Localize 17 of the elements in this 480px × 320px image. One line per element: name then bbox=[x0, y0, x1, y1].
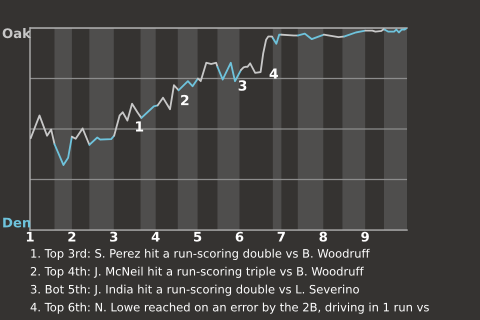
x-tick-label: 2 bbox=[68, 232, 76, 242]
text: 2. Top 4th: J. McNeil hit a run-scoring triple vs B. Woodruff bbox=[30, 266, 364, 278]
text: 1. Top 3rd: S. Perez hit a run-scoring double vs B. Woodruff bbox=[31, 248, 370, 260]
annotation: 4 bbox=[270, 68, 278, 79]
x-tick-label: 7 bbox=[278, 232, 285, 242]
x-tick-label: 1 bbox=[26, 232, 34, 242]
text: 3. Bot 5th: J. India hit a run-scoring double vs L. Severino bbox=[30, 284, 359, 296]
annotation: 2 bbox=[181, 94, 188, 106]
annotation: 3 bbox=[238, 80, 246, 91]
x-tick-label: 8 bbox=[319, 232, 328, 242]
text: 4. Top 6th: N. Lowe reached on an error by the 2B, driving in 1 run vs bbox=[30, 302, 429, 314]
x-tick-label: 4 bbox=[152, 232, 160, 242]
x-tick-label: 9 bbox=[361, 232, 369, 242]
x-tick-label: 3 bbox=[110, 232, 118, 242]
x-tick-label: 5 bbox=[194, 232, 202, 242]
annotation: 1 bbox=[136, 121, 144, 132]
x-tick-label: 6 bbox=[236, 232, 244, 242]
